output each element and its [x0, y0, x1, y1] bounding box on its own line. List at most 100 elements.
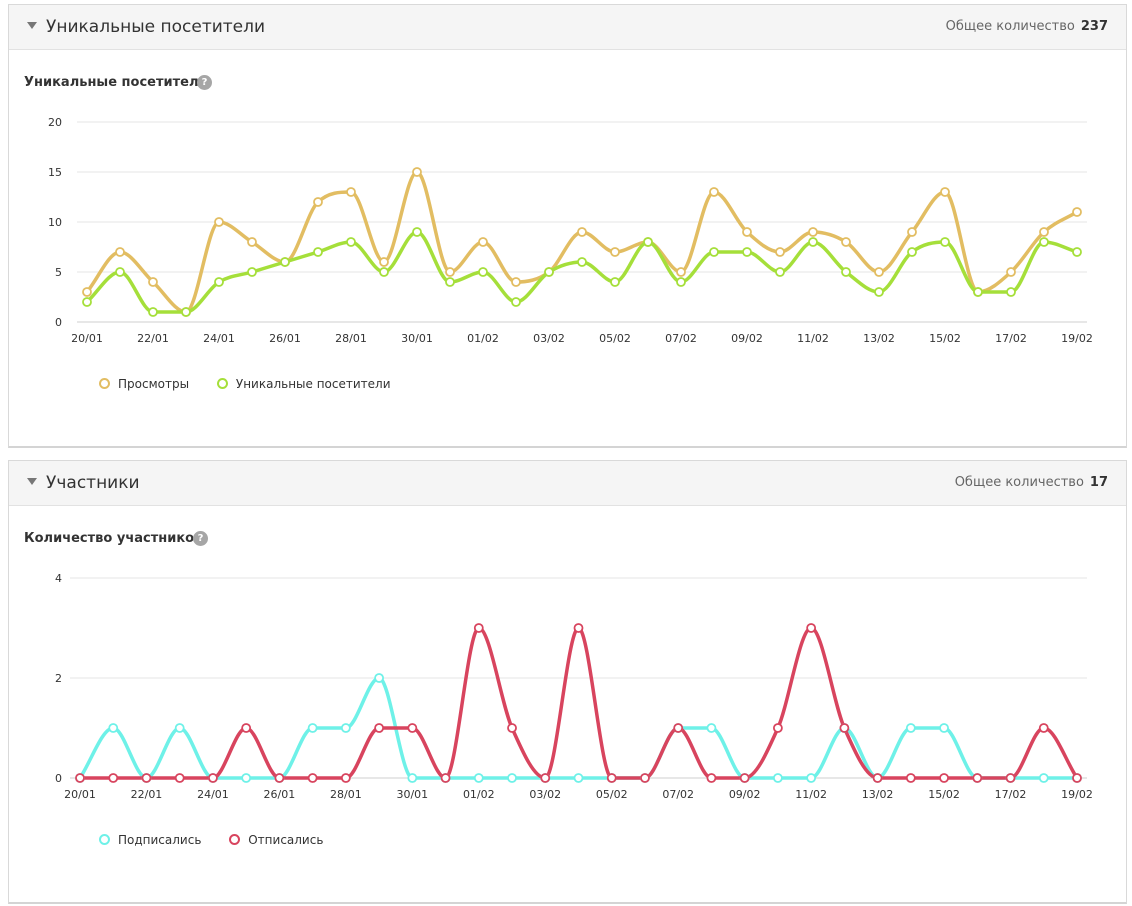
data-point [841, 237, 851, 247]
legend-label: Подписались [118, 833, 202, 847]
data-point [374, 673, 385, 683]
y-tick-label: 0 [55, 316, 62, 329]
data-point [939, 773, 949, 783]
data-point [872, 773, 883, 783]
x-tick-label: 15/02 [928, 788, 960, 801]
y-tick-label: 20 [48, 116, 62, 129]
data-point [706, 773, 717, 783]
data-point [742, 247, 752, 257]
data-point [313, 247, 323, 257]
data-point [773, 723, 783, 733]
data-point [108, 773, 119, 783]
data-point [676, 267, 686, 277]
legend-label: Просмотры [118, 377, 190, 391]
data-point [874, 267, 884, 277]
data-point [75, 773, 85, 783]
x-tick-label: 17/02 [995, 332, 1027, 345]
x-tick-label: 07/02 [662, 788, 694, 801]
data-point [247, 237, 257, 247]
x-tick-label: 13/02 [862, 788, 894, 801]
data-point [739, 773, 750, 783]
x-tick-label: 01/02 [467, 332, 499, 345]
data-point [181, 307, 191, 317]
x-tick-label: 26/01 [269, 332, 301, 345]
y-tick-label: 15 [48, 166, 62, 179]
data-point [379, 257, 389, 267]
data-point [1039, 227, 1049, 237]
data-point [806, 773, 817, 783]
data-point [673, 723, 684, 733]
data-point [973, 287, 983, 297]
chart-legend: Подписались Отписались [99, 833, 347, 847]
series-line [78, 676, 1079, 780]
data-point [808, 227, 818, 237]
panel-title: Уникальные посетители [46, 17, 266, 37]
data-point [1006, 267, 1016, 277]
data-point [115, 267, 125, 277]
data-point [1038, 723, 1049, 733]
legend-item-unsubscribed[interactable]: Отписались [229, 833, 323, 847]
data-point [610, 277, 620, 287]
data-point [1072, 247, 1082, 257]
total-value: 17 [1089, 475, 1108, 490]
data-point [577, 227, 587, 237]
legend-item-subscribed[interactable]: Подписались [99, 833, 201, 847]
data-point [340, 773, 351, 783]
x-tick-label: 07/02 [665, 332, 697, 345]
y-tick-label: 0 [55, 772, 62, 785]
data-point [115, 247, 125, 257]
unique-visitors-panel: Уникальные посетители Общее количество 23… [8, 4, 1127, 448]
data-point [82, 297, 92, 307]
collapse-triangle-icon[interactable] [27, 478, 37, 485]
data-point [440, 773, 451, 783]
x-tick-label: 22/01 [131, 788, 163, 801]
data-point [606, 773, 617, 783]
data-point [412, 227, 422, 237]
data-point [905, 723, 916, 733]
x-tick-label: 15/02 [929, 332, 961, 345]
data-point [676, 277, 686, 287]
data-point [473, 623, 484, 633]
members-panel: Участники Общее количество 17 Количество … [8, 460, 1127, 904]
x-tick-label: 22/01 [137, 332, 169, 345]
help-icon[interactable]: ? [193, 531, 208, 546]
data-point [610, 247, 620, 257]
x-tick-label: 09/02 [729, 788, 761, 801]
data-point [1072, 773, 1082, 783]
data-point [247, 267, 257, 277]
chart-title: Количество участников [24, 531, 203, 546]
data-point [507, 773, 517, 783]
data-point [573, 773, 584, 783]
data-point [907, 227, 917, 237]
legend-item-views[interactable]: Просмотры [99, 377, 189, 391]
data-point [940, 237, 950, 247]
panel-header[interactable]: Уникальные посетители Общее количество 23… [9, 5, 1126, 50]
data-point [379, 267, 389, 277]
legend-marker-icon [229, 834, 241, 845]
data-point [478, 267, 488, 277]
data-point [141, 773, 152, 783]
collapse-triangle-icon[interactable] [27, 22, 37, 29]
help-icon[interactable]: ? [197, 75, 212, 90]
x-tick-label: 03/02 [529, 788, 561, 801]
x-tick-label: 05/02 [599, 332, 631, 345]
data-point [511, 277, 521, 287]
panel-header[interactable]: Участники Общее количество 17 [9, 461, 1126, 506]
data-point [346, 237, 356, 247]
data-point [313, 197, 323, 207]
data-point [742, 227, 752, 237]
data-point [407, 773, 418, 783]
x-tick-label: 19/02 [1061, 788, 1093, 801]
data-point [346, 187, 356, 197]
data-point [274, 773, 285, 783]
legend-item-unique[interactable]: Уникальные посетители [216, 377, 391, 391]
x-tick-label: 20/01 [71, 332, 103, 345]
data-point [939, 723, 949, 733]
total-label: Общее количество [954, 475, 1084, 490]
data-point [340, 723, 351, 733]
data-point [577, 257, 587, 267]
legend-marker-icon [216, 378, 228, 389]
legend-label: Отписались [248, 833, 324, 847]
total-count: Общее количество 17 [955, 475, 1108, 490]
